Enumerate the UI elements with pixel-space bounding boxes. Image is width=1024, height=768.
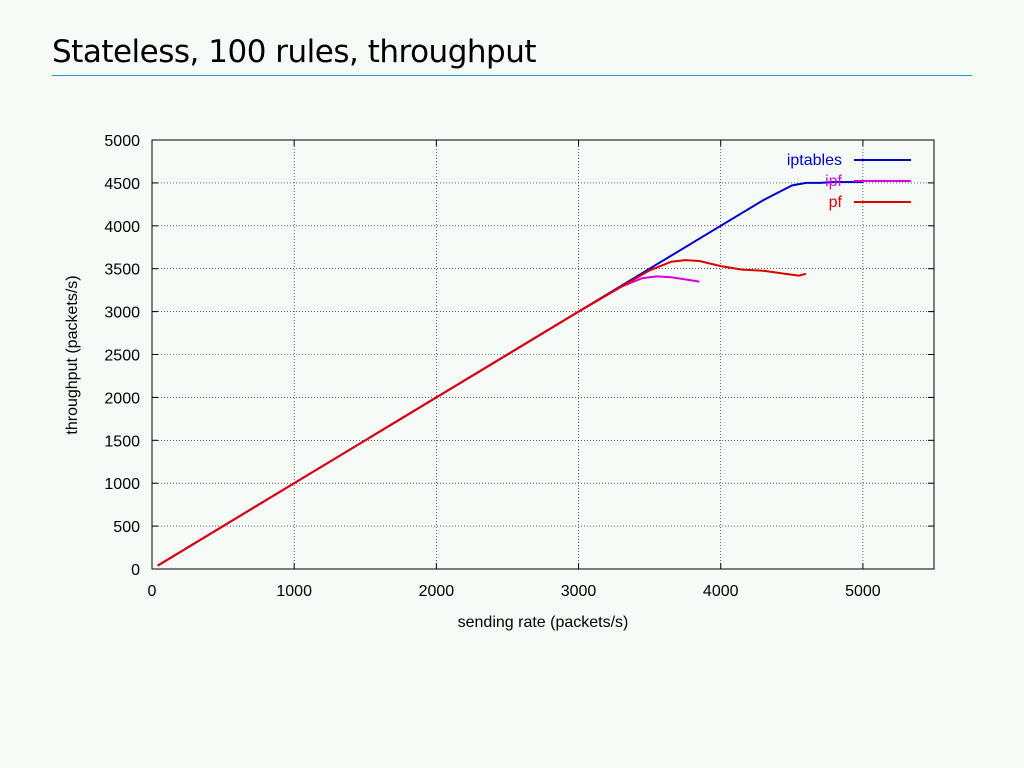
series-line-ipf: [157, 275, 700, 567]
y-tick-label: 5000: [104, 133, 140, 150]
y-axis-label: throughput (packets/s): [64, 275, 81, 434]
y-tick-label: 0: [131, 562, 140, 579]
plot-frame: [151, 139, 935, 570]
series-line-iptables: [157, 181, 863, 567]
legend-label-pf: pf: [829, 194, 843, 211]
y-tick-label: 2000: [104, 390, 140, 407]
legend-label-ipf: ipf: [825, 173, 842, 190]
x-tick-label: 1000: [276, 583, 312, 600]
y-tick-label: 2500: [104, 348, 140, 365]
series-line-pf: [157, 259, 807, 567]
y-tick-label: 3000: [104, 305, 140, 322]
grid-lines: [151, 139, 934, 570]
y-tick-label: 4000: [104, 219, 140, 236]
tick-labels: 0 500 1000 1500 2000 2500 3000 3500 4000 4500 5000…: [104, 133, 880, 600]
x-tick-label: 5000: [845, 583, 881, 600]
page-title: Stateless, 100 rules, throughput: [52, 34, 537, 70]
x-axis-label: sending rate (packets/s): [458, 614, 629, 631]
x-tick-label: 4000: [703, 583, 739, 600]
x-tick-label: 2000: [419, 583, 455, 600]
y-tick-label: 1500: [104, 433, 140, 450]
legend-label-iptables: iptables: [787, 152, 842, 169]
y-tick-label: 4500: [104, 176, 140, 193]
title-underline: [52, 75, 972, 76]
x-tick-label: 0: [148, 583, 157, 600]
legend: iptables ipf pf: [787, 152, 911, 211]
y-tick-label: 3500: [104, 262, 140, 279]
y-tick-label: 500: [113, 519, 140, 536]
y-tick-label: 1000: [104, 476, 140, 493]
x-tick-label: 3000: [561, 583, 597, 600]
series-lines: [157, 181, 863, 567]
